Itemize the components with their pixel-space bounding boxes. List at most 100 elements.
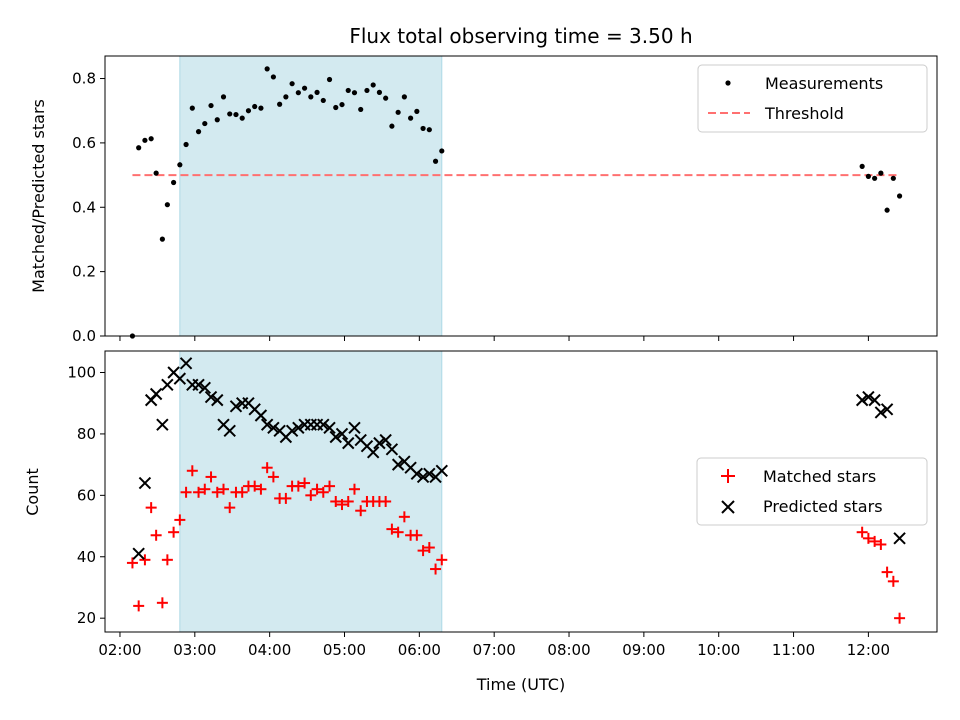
predicted-star-point <box>410 467 424 481</box>
matched-star-point <box>205 471 217 483</box>
matched-star-point <box>280 492 292 504</box>
measurement-point <box>270 74 276 80</box>
predicted-star-point <box>179 357 193 370</box>
measurement-point <box>351 90 358 96</box>
matched-star-point <box>411 529 423 541</box>
measurement-point <box>189 105 195 111</box>
predicted-star-point <box>198 381 211 395</box>
x-tick-label: 08:00 <box>547 641 590 659</box>
measurement-point <box>401 94 407 100</box>
measurement-point <box>439 148 445 154</box>
predicted-star-point <box>373 436 386 450</box>
measurement-point <box>890 175 896 181</box>
bottom-y-ticks: 20 40 60 80 100 <box>67 363 105 627</box>
measurement-point <box>277 101 283 107</box>
legend-measurements-marker <box>725 80 731 86</box>
measurement-point <box>383 95 389 101</box>
y-tick-label: 0.2 <box>72 263 96 281</box>
predicted-star-point <box>267 421 280 434</box>
chart-title: Flux total observing time = 3.50 h <box>349 24 692 48</box>
predicted-star-point <box>323 421 336 434</box>
matched-star-point <box>236 486 248 498</box>
matched-star-point <box>224 502 236 514</box>
predicted-star-point <box>211 393 224 407</box>
measurement-point <box>872 175 878 181</box>
predicted-star-point <box>292 421 305 434</box>
measurement-point <box>420 125 426 132</box>
matched-star-point <box>324 480 336 492</box>
x-tick-label: 02:00 <box>98 641 141 659</box>
predicted-star-point <box>880 403 894 416</box>
x-axis-label: Time (UTC) <box>476 675 565 694</box>
predicted-star-point <box>862 390 875 404</box>
legend-threshold-label: Threshold <box>764 104 844 123</box>
measurement-point <box>208 102 214 109</box>
matched-star-point <box>174 514 186 526</box>
measurement-point <box>884 207 890 213</box>
measurement-point <box>358 106 364 113</box>
legend-measurements-label: Measurements <box>765 74 883 93</box>
measurement-point <box>414 108 420 114</box>
top-legend: Measurements Threshold <box>697 64 928 133</box>
x-tick-label: 07:00 <box>473 641 516 659</box>
y-tick-label: 60 <box>77 486 96 504</box>
top-shaded-region <box>179 55 443 337</box>
measurement-point <box>301 85 308 91</box>
matched-star-point <box>436 554 448 566</box>
predicted-star-point <box>416 470 430 484</box>
predicted-star-point <box>335 427 349 441</box>
predicted-star-point <box>423 467 436 481</box>
bottom-x-ticks: 02:00 03:00 04:00 05:00 06:00 07:00 08:00 09:00… <box>98 632 890 659</box>
y-tick-label: 80 <box>77 425 96 443</box>
measurement-point <box>314 89 320 95</box>
measurement-point <box>426 127 432 133</box>
x-tick-label: 09:00 <box>622 641 665 659</box>
measurement-point <box>308 94 314 100</box>
y-tick-label: 0.4 <box>72 198 96 216</box>
matched-star-point <box>869 535 881 547</box>
x-tick-label: 05:00 <box>323 641 366 659</box>
matched-star-point <box>261 462 273 474</box>
matched-star-point <box>267 471 279 483</box>
bottom-axes-frame <box>104 350 938 633</box>
matched-star-point <box>330 495 342 507</box>
matched-star-point <box>856 526 868 538</box>
measurement-point <box>164 202 170 208</box>
matched-star-point <box>348 483 360 495</box>
y-tick-label: 20 <box>77 609 96 627</box>
measurement-point <box>326 76 333 83</box>
predicted-star-point <box>229 400 243 413</box>
bottom-panel: 20 40 60 80 100 02:00 03:00 04:00 05:00 06:00 07:… <box>23 350 938 694</box>
predicted-star-point <box>149 387 163 401</box>
matched-star-point <box>156 597 168 609</box>
predicted-star-point <box>192 378 205 391</box>
top-panel: 0.00.20.40.60.8 Matched/Predicted stars … <box>29 55 938 345</box>
predicted-star-point <box>391 458 405 471</box>
y-tick-label: 100 <box>67 363 96 381</box>
legend-predicted-label: Predicted stars <box>763 497 883 516</box>
y-tick-label: 0.0 <box>72 327 96 345</box>
measurement-point <box>283 94 289 100</box>
matched-star-point <box>150 529 162 541</box>
measurement-point <box>364 87 370 94</box>
measurement-point <box>227 111 233 117</box>
measurement-point <box>345 87 351 94</box>
predicted-star-point <box>156 418 169 431</box>
matched-star-point <box>862 532 874 544</box>
predicted-star-point <box>329 430 342 444</box>
predicted-star-point <box>893 532 906 545</box>
matched-star-point <box>875 538 887 550</box>
measurement-point <box>865 173 871 179</box>
predicted-star-point <box>204 390 218 404</box>
measurement-point <box>289 81 295 87</box>
predicted-star-point <box>855 393 869 407</box>
measurement-point <box>258 105 264 111</box>
y-tick-label: 0.6 <box>72 134 96 152</box>
predicted-star-point <box>223 424 236 438</box>
matched-star-point <box>186 465 198 477</box>
matched-star-point <box>133 600 145 612</box>
bottom-data-points <box>126 357 906 624</box>
matched-star-point <box>145 502 157 514</box>
predicted-star-point <box>132 547 145 560</box>
